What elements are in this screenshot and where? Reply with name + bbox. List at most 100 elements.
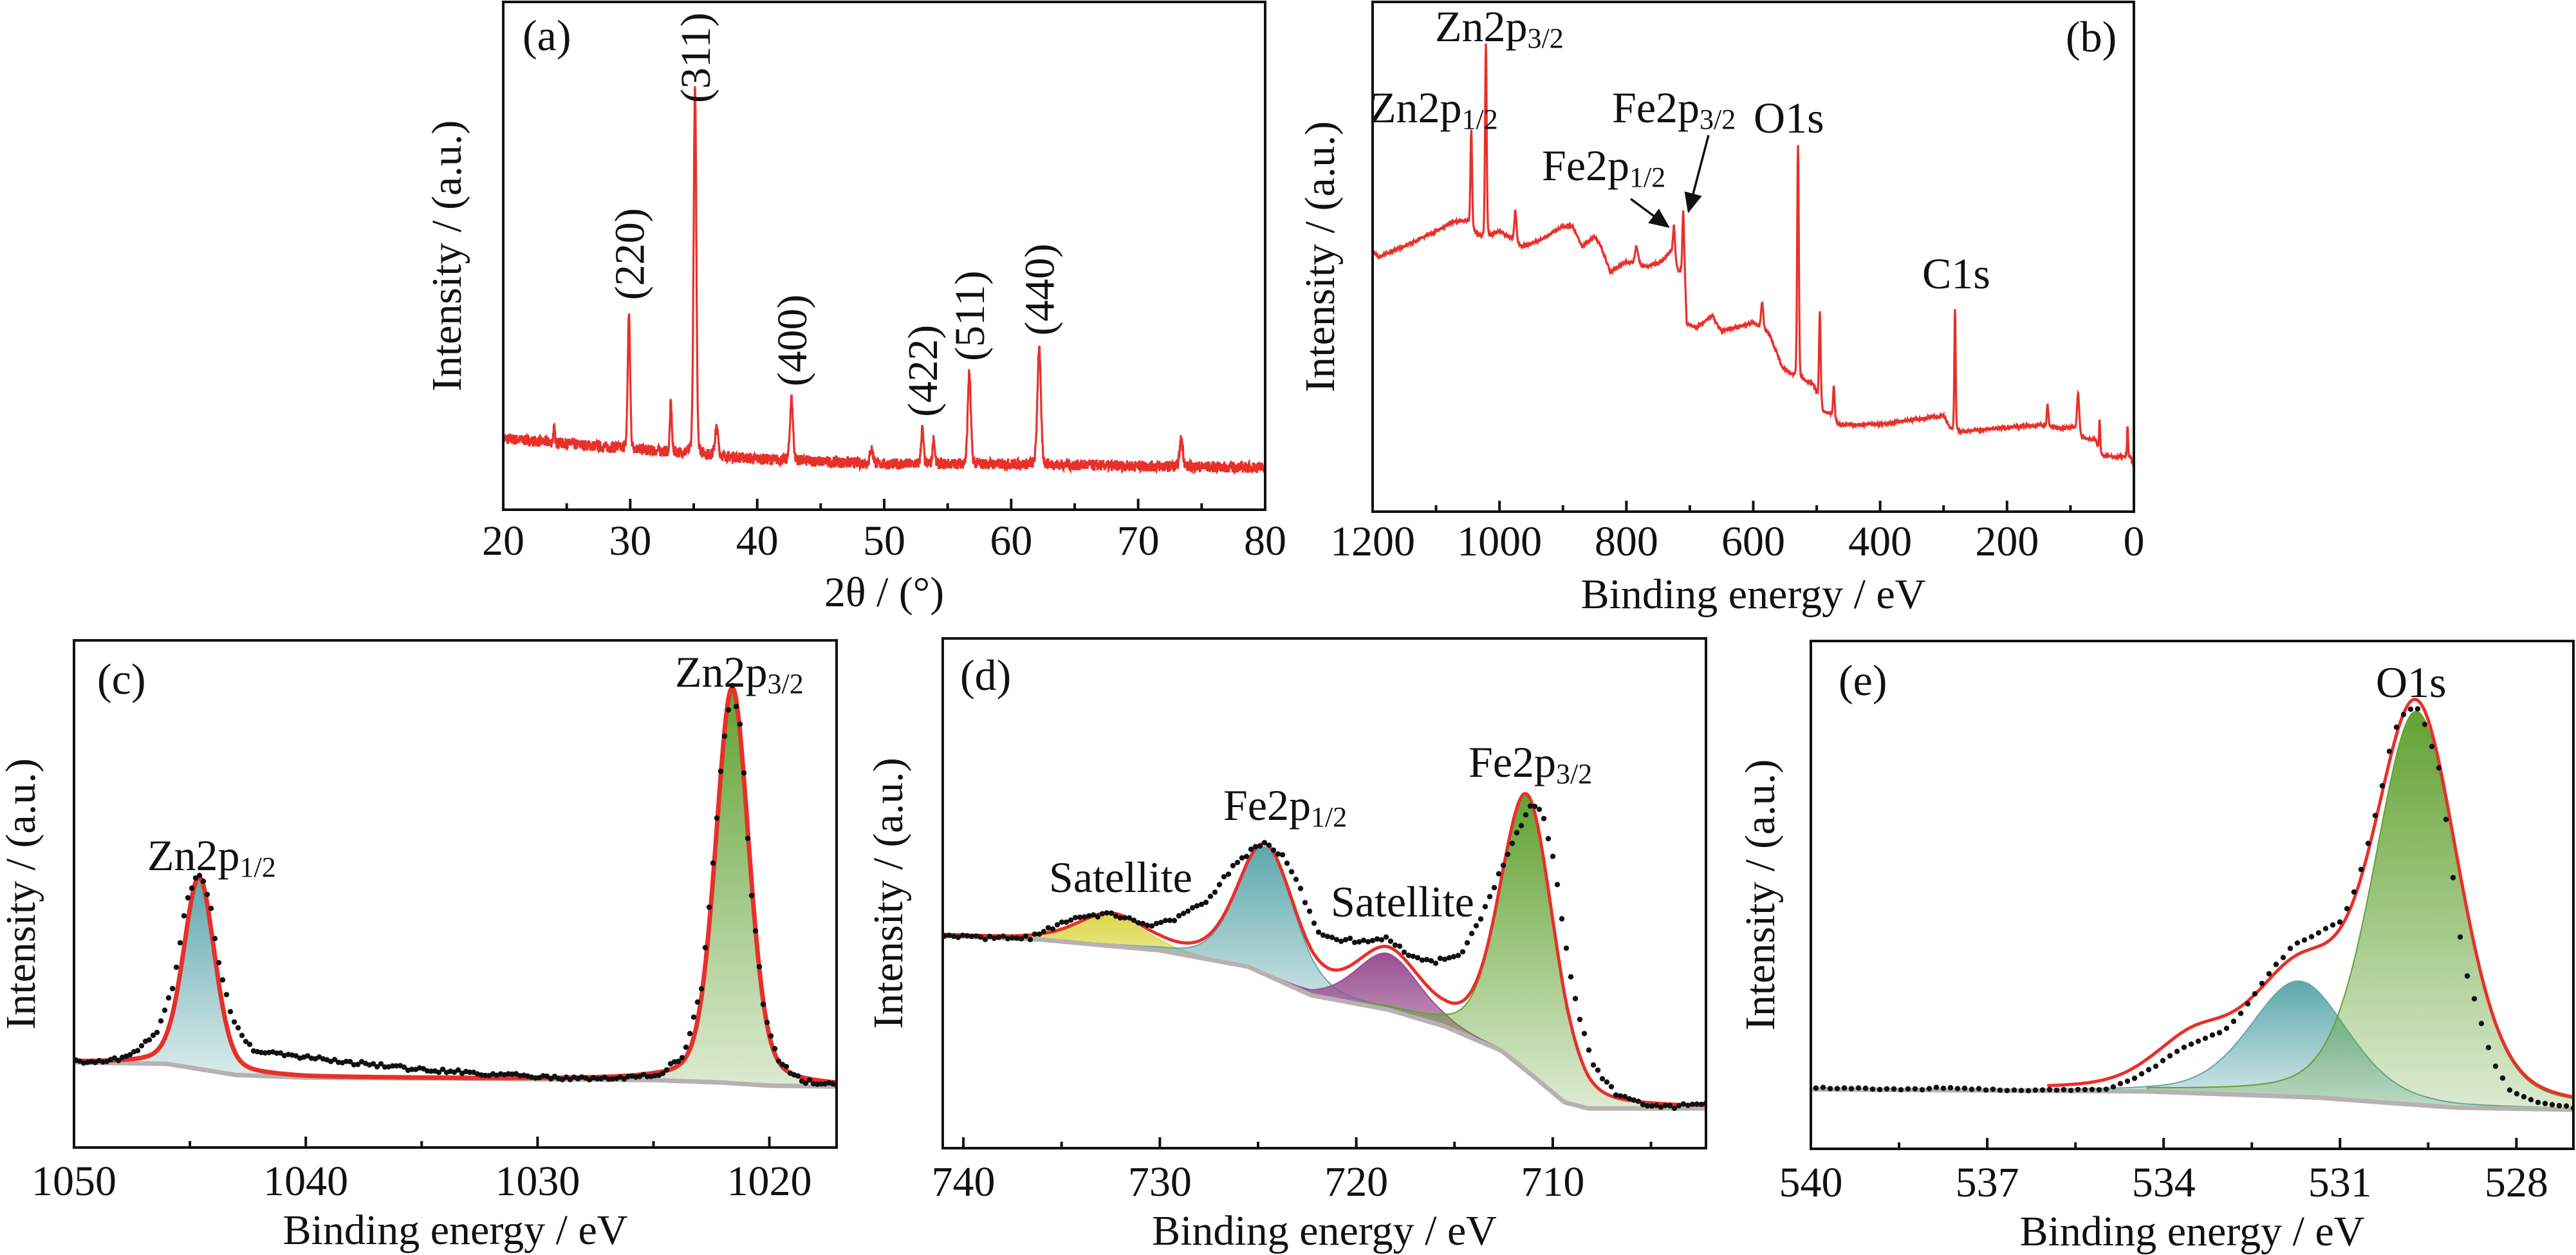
data-point	[1491, 885, 1497, 891]
panel-label: (c)	[97, 655, 145, 703]
data-point	[2082, 1086, 2088, 1093]
data-point	[1608, 1084, 1615, 1090]
data-point	[1329, 934, 1335, 940]
data-point	[470, 1069, 477, 1075]
data-point	[2294, 940, 2301, 946]
data-point	[1234, 859, 1241, 866]
data-point	[1919, 1087, 1925, 1093]
data-point	[2223, 1025, 2230, 1032]
x-tick-label: 80	[1244, 517, 1286, 564]
data-point	[567, 1077, 573, 1083]
data-point	[1990, 1086, 1996, 1092]
data-point	[698, 986, 705, 992]
data-point	[347, 1059, 353, 1064]
data-point	[1018, 936, 1024, 942]
data-point	[779, 1061, 786, 1068]
arrow-fe2p3-2	[1684, 135, 1710, 214]
data-point	[2358, 866, 2364, 873]
data-point	[2330, 922, 2336, 928]
data-point	[996, 934, 1002, 940]
data-point	[710, 860, 716, 866]
data-point	[959, 933, 966, 938]
data-point	[1144, 922, 1151, 929]
data-point	[1086, 913, 1092, 919]
data-point	[694, 999, 701, 1005]
data-point	[216, 960, 222, 966]
data-point	[2344, 906, 2350, 912]
data-point	[1599, 1075, 1606, 1082]
data-point	[1288, 869, 1295, 875]
data-point	[1563, 945, 1570, 951]
data-point	[748, 893, 755, 898]
data-point	[1545, 835, 1552, 842]
data-point	[718, 768, 724, 774]
data-point	[1216, 882, 1223, 888]
annotation-subscript: 3/2	[768, 668, 804, 700]
data-point	[1961, 1085, 1968, 1092]
data-point	[2195, 1038, 2201, 1045]
data-point	[2478, 1021, 2485, 1027]
data-point	[1676, 1102, 1682, 1109]
data-point	[1450, 954, 1457, 960]
data-point	[987, 933, 993, 940]
data-point	[1500, 862, 1506, 868]
data-point	[486, 1073, 492, 1079]
data-point	[1432, 960, 1439, 966]
peak-label-hkl: (422)	[900, 325, 947, 417]
peak-label: Zn2p1/2	[147, 831, 276, 883]
data-point	[2287, 945, 2293, 951]
data-point	[1306, 908, 1313, 915]
data-point	[1014, 935, 1020, 941]
data-point	[745, 835, 751, 841]
x-tick-label: 720	[1324, 1158, 1388, 1205]
data-point	[1212, 889, 1218, 895]
data-point	[138, 1043, 145, 1049]
data-point	[185, 895, 191, 901]
plot-frame	[1810, 640, 2575, 1150]
peak-label: C1s	[1922, 249, 1990, 298]
data-point	[2535, 1099, 2541, 1106]
data-point	[1685, 1102, 1691, 1108]
data-point	[1947, 1084, 1954, 1091]
fit-envelope-line	[74, 684, 837, 1085]
data-point	[2160, 1057, 2166, 1064]
data-point	[1225, 871, 1232, 877]
data-point	[2252, 991, 2258, 997]
data-point	[1478, 916, 1484, 922]
y-axis-title: Intensity / (a.u.)	[1297, 121, 1344, 393]
data-point	[1898, 1087, 1904, 1093]
data-point	[978, 934, 984, 940]
peak-label: Satellite	[1049, 853, 1192, 902]
data-point	[1356, 939, 1362, 945]
data-point	[1180, 911, 1187, 916]
data-point	[1077, 915, 1083, 920]
x-tick-label: 50	[863, 517, 905, 564]
data-point	[1523, 812, 1529, 818]
x-tick-label: 1050	[32, 1158, 116, 1205]
data-point	[1185, 908, 1191, 915]
data-point	[1505, 851, 1511, 857]
data-point	[1176, 913, 1182, 919]
data-point	[1117, 915, 1124, 921]
data-point	[358, 1059, 365, 1064]
data-point	[1072, 915, 1079, 921]
data-point	[2563, 1103, 2570, 1109]
data-point	[2103, 1086, 2109, 1092]
fit-component-fill	[2147, 711, 2573, 1111]
data-point	[1613, 1092, 1619, 1098]
data-point	[1446, 955, 1452, 961]
data-point	[2153, 1063, 2159, 1069]
data-point	[2025, 1088, 2032, 1093]
x-axis-title: Binding energy / eV	[2020, 1208, 2365, 1255]
data-point	[772, 1046, 778, 1052]
data-point	[2145, 1066, 2152, 1073]
data-point	[1158, 920, 1164, 925]
data-point	[1248, 846, 1254, 852]
data-point	[1514, 830, 1520, 836]
data-point	[1617, 1093, 1624, 1099]
data-point	[1095, 914, 1101, 920]
panel-c: 1050 1040 1030 1020 Binding energy / eV Inten…	[0, 639, 838, 1254]
data-point	[1221, 874, 1227, 880]
data-point	[1891, 1086, 1897, 1092]
